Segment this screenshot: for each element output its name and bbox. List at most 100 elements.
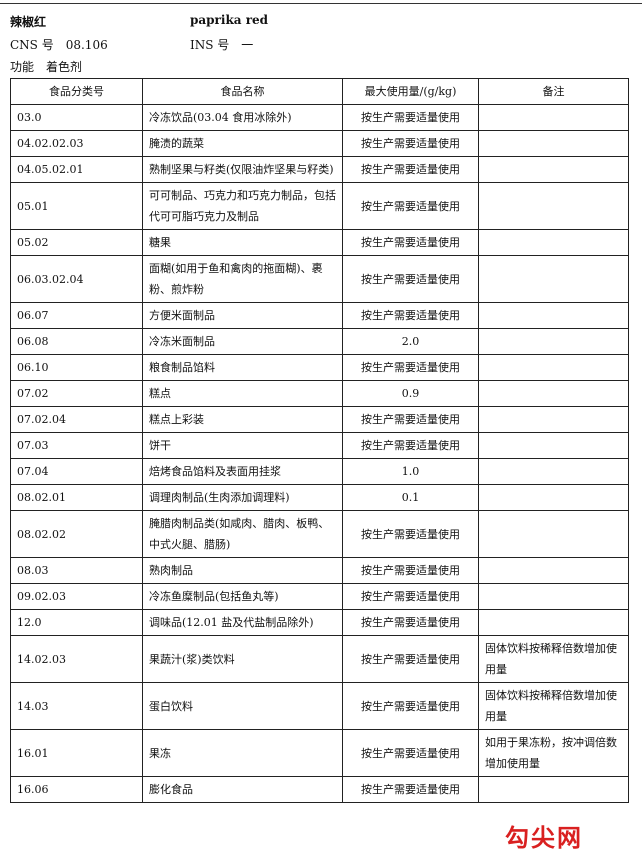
cns: CNS 号 08.106 <box>10 36 120 53</box>
max-usage: 按生产需要适量使用 <box>342 776 479 803</box>
food-code: 04.05.02.01 <box>10 156 143 183</box>
note <box>478 406 629 433</box>
note <box>478 229 629 256</box>
food-name: 糖果 <box>142 229 343 256</box>
food-code: 14.02.03 <box>10 635 143 683</box>
food-name: 糕点上彩装 <box>142 406 343 433</box>
max-usage: 按生产需要适量使用 <box>342 182 479 230</box>
food-code: 08.02.01 <box>10 484 143 511</box>
max-usage: 按生产需要适量使用 <box>342 510 479 558</box>
table-row: 09.02.03 冷冻鱼糜制品(包括鱼丸等) 按生产需要适量使用 <box>10 583 629 610</box>
table-row: 05.01 可可制品、巧克力和巧克力制品，包括代可可脂巧克力及制品 按生产需要适量使… <box>10 182 629 230</box>
food-code: 07.04 <box>10 458 143 485</box>
food-name: 粮食制品馅料 <box>142 354 343 381</box>
food-name: 冷冻鱼糜制品(包括鱼丸等) <box>142 583 343 610</box>
max-usage: 按生产需要适量使用 <box>342 557 479 584</box>
food-name: 面糊(如用于鱼和禽肉的拖面糊)、裹粉、煎炸粉 <box>142 255 343 303</box>
food-name: 腌腊肉制品类(如咸肉、腊肉、板鸭、中式火腿、腊肠) <box>142 510 343 558</box>
table-row: 16.06 膨化食品 按生产需要适量使用 <box>10 776 629 803</box>
max-usage: 按生产需要适量使用 <box>342 729 479 777</box>
food-name: 果蔬汁(浆)类饮料 <box>142 635 343 683</box>
note <box>478 104 629 131</box>
table-body: 03.0 冷冻饮品(03.04 食用冰除外) 按生产需要适量使用 04.02.02.0… <box>10 104 629 803</box>
food-name: 冷冻米面制品 <box>142 328 343 355</box>
food-code: 16.06 <box>10 776 143 803</box>
food-name: 熟制坚果与籽类(仅限油炸坚果与籽类) <box>142 156 343 183</box>
food-code: 08.03 <box>10 557 143 584</box>
note <box>478 130 629 157</box>
food-name: 蛋白饮料 <box>142 682 343 730</box>
max-usage: 按生产需要适量使用 <box>342 255 479 303</box>
column-header: 备注 <box>478 78 629 105</box>
food-code: 07.03 <box>10 432 143 459</box>
column-header: 食品名称 <box>142 78 343 105</box>
food-code: 03.0 <box>10 104 143 131</box>
food-code: 06.08 <box>10 328 143 355</box>
watermark: 勾尖网 <box>505 824 583 852</box>
food-code: 07.02.04 <box>10 406 143 433</box>
max-usage: 按生产需要适量使用 <box>342 609 479 636</box>
food-code: 04.02.02.03 <box>10 130 143 157</box>
table-row: 06.08 冷冻米面制品 2.0 <box>10 328 629 355</box>
table-row: 06.07 方便米面制品 按生产需要适量使用 <box>10 302 629 329</box>
max-usage: 按生产需要适量使用 <box>342 229 479 256</box>
table-row: 16.01 果冻 按生产需要适量使用 如用于果冻粉，按冲调倍数增加使用量 <box>10 729 629 777</box>
note <box>478 354 629 381</box>
cns-value: 08.106 <box>65 38 108 52</box>
table-row: 07.02.04 糕点上彩装 按生产需要适量使用 <box>10 406 629 433</box>
note <box>478 432 629 459</box>
note <box>478 609 629 636</box>
table-row: 14.03 蛋白饮料 按生产需要适量使用 固体饮料按稀释倍数增加使用量 <box>10 682 629 730</box>
food-code: 06.03.02.04 <box>10 255 143 303</box>
food-code: 06.10 <box>10 354 143 381</box>
food-code: 06.07 <box>10 302 143 329</box>
table-row: 07.04 焙烤食品馅料及表面用挂浆 1.0 <box>10 458 629 485</box>
table-row: 12.0 调味品(12.01 盐及代盐制品除外) 按生产需要适量使用 <box>10 609 629 636</box>
table-row: 04.05.02.01 熟制坚果与籽类(仅限油炸坚果与籽类) 按生产需要适量使用 <box>10 156 629 183</box>
table-row: 08.02.02 腌腊肉制品类(如咸肉、腊肉、板鸭、中式火腿、腊肠) 按生产需要适量… <box>10 510 629 558</box>
table-row: 08.02.01 调理肉制品(生肉添加调理料) 0.1 <box>10 484 629 511</box>
function-value: 着色剂 <box>46 60 83 74</box>
food-name: 方便米面制品 <box>142 302 343 329</box>
max-usage: 按生产需要适量使用 <box>342 583 479 610</box>
food-name: 可可制品、巧克力和巧克力制品，包括代可可脂巧克力及制品 <box>142 182 343 230</box>
max-usage: 按生产需要适量使用 <box>342 302 479 329</box>
max-usage: 按生产需要适量使用 <box>342 635 479 683</box>
note <box>478 328 629 355</box>
table-row: 06.10 粮食制品馅料 按生产需要适量使用 <box>10 354 629 381</box>
food-code: 05.01 <box>10 182 143 230</box>
table-row: 05.02 糖果 按生产需要适量使用 <box>10 229 629 256</box>
food-code: 08.02.02 <box>10 510 143 558</box>
note <box>478 776 629 803</box>
note: 如用于果冻粉，按冲调倍数增加使用量 <box>478 729 629 777</box>
table-row: 07.02 糕点 0.9 <box>10 380 629 407</box>
cns-label: CNS 号 <box>10 38 54 52</box>
note: 固体饮料按稀释倍数增加使用量 <box>478 635 629 683</box>
food-name: 调理肉制品(生肉添加调理料) <box>142 484 343 511</box>
max-usage: 0.1 <box>342 484 479 511</box>
table-row: 04.02.02.03 腌渍的蔬菜 按生产需要适量使用 <box>10 130 629 157</box>
food-name: 果冻 <box>142 729 343 777</box>
column-header: 最大使用量/(g/kg) <box>342 78 479 105</box>
header-row: 食品分类号 食品名称 最大使用量/(g/kg) 备注 <box>10 78 629 105</box>
table-row: 07.03 饼干 按生产需要适量使用 <box>10 432 629 459</box>
max-usage: 0.9 <box>342 380 479 407</box>
ins-value: 一 <box>241 38 254 52</box>
max-usage: 按生产需要适量使用 <box>342 432 479 459</box>
max-usage: 按生产需要适量使用 <box>342 354 479 381</box>
max-usage: 按生产需要适量使用 <box>342 406 479 433</box>
food-name: 冷冻饮品(03.04 食用冰除外) <box>142 104 343 131</box>
note <box>478 583 629 610</box>
food-name: 糕点 <box>142 380 343 407</box>
max-usage: 按生产需要适量使用 <box>342 156 479 183</box>
food-code: 09.02.03 <box>10 583 143 610</box>
note <box>478 302 629 329</box>
food-name: 焙烤食品馅料及表面用挂浆 <box>142 458 343 485</box>
function: 功能 着色剂 <box>10 58 94 75</box>
food-name: 饼干 <box>142 432 343 459</box>
top-rule <box>0 3 642 4</box>
column-header: 食品分类号 <box>10 78 143 105</box>
max-usage: 2.0 <box>342 328 479 355</box>
max-usage: 按生产需要适量使用 <box>342 682 479 730</box>
